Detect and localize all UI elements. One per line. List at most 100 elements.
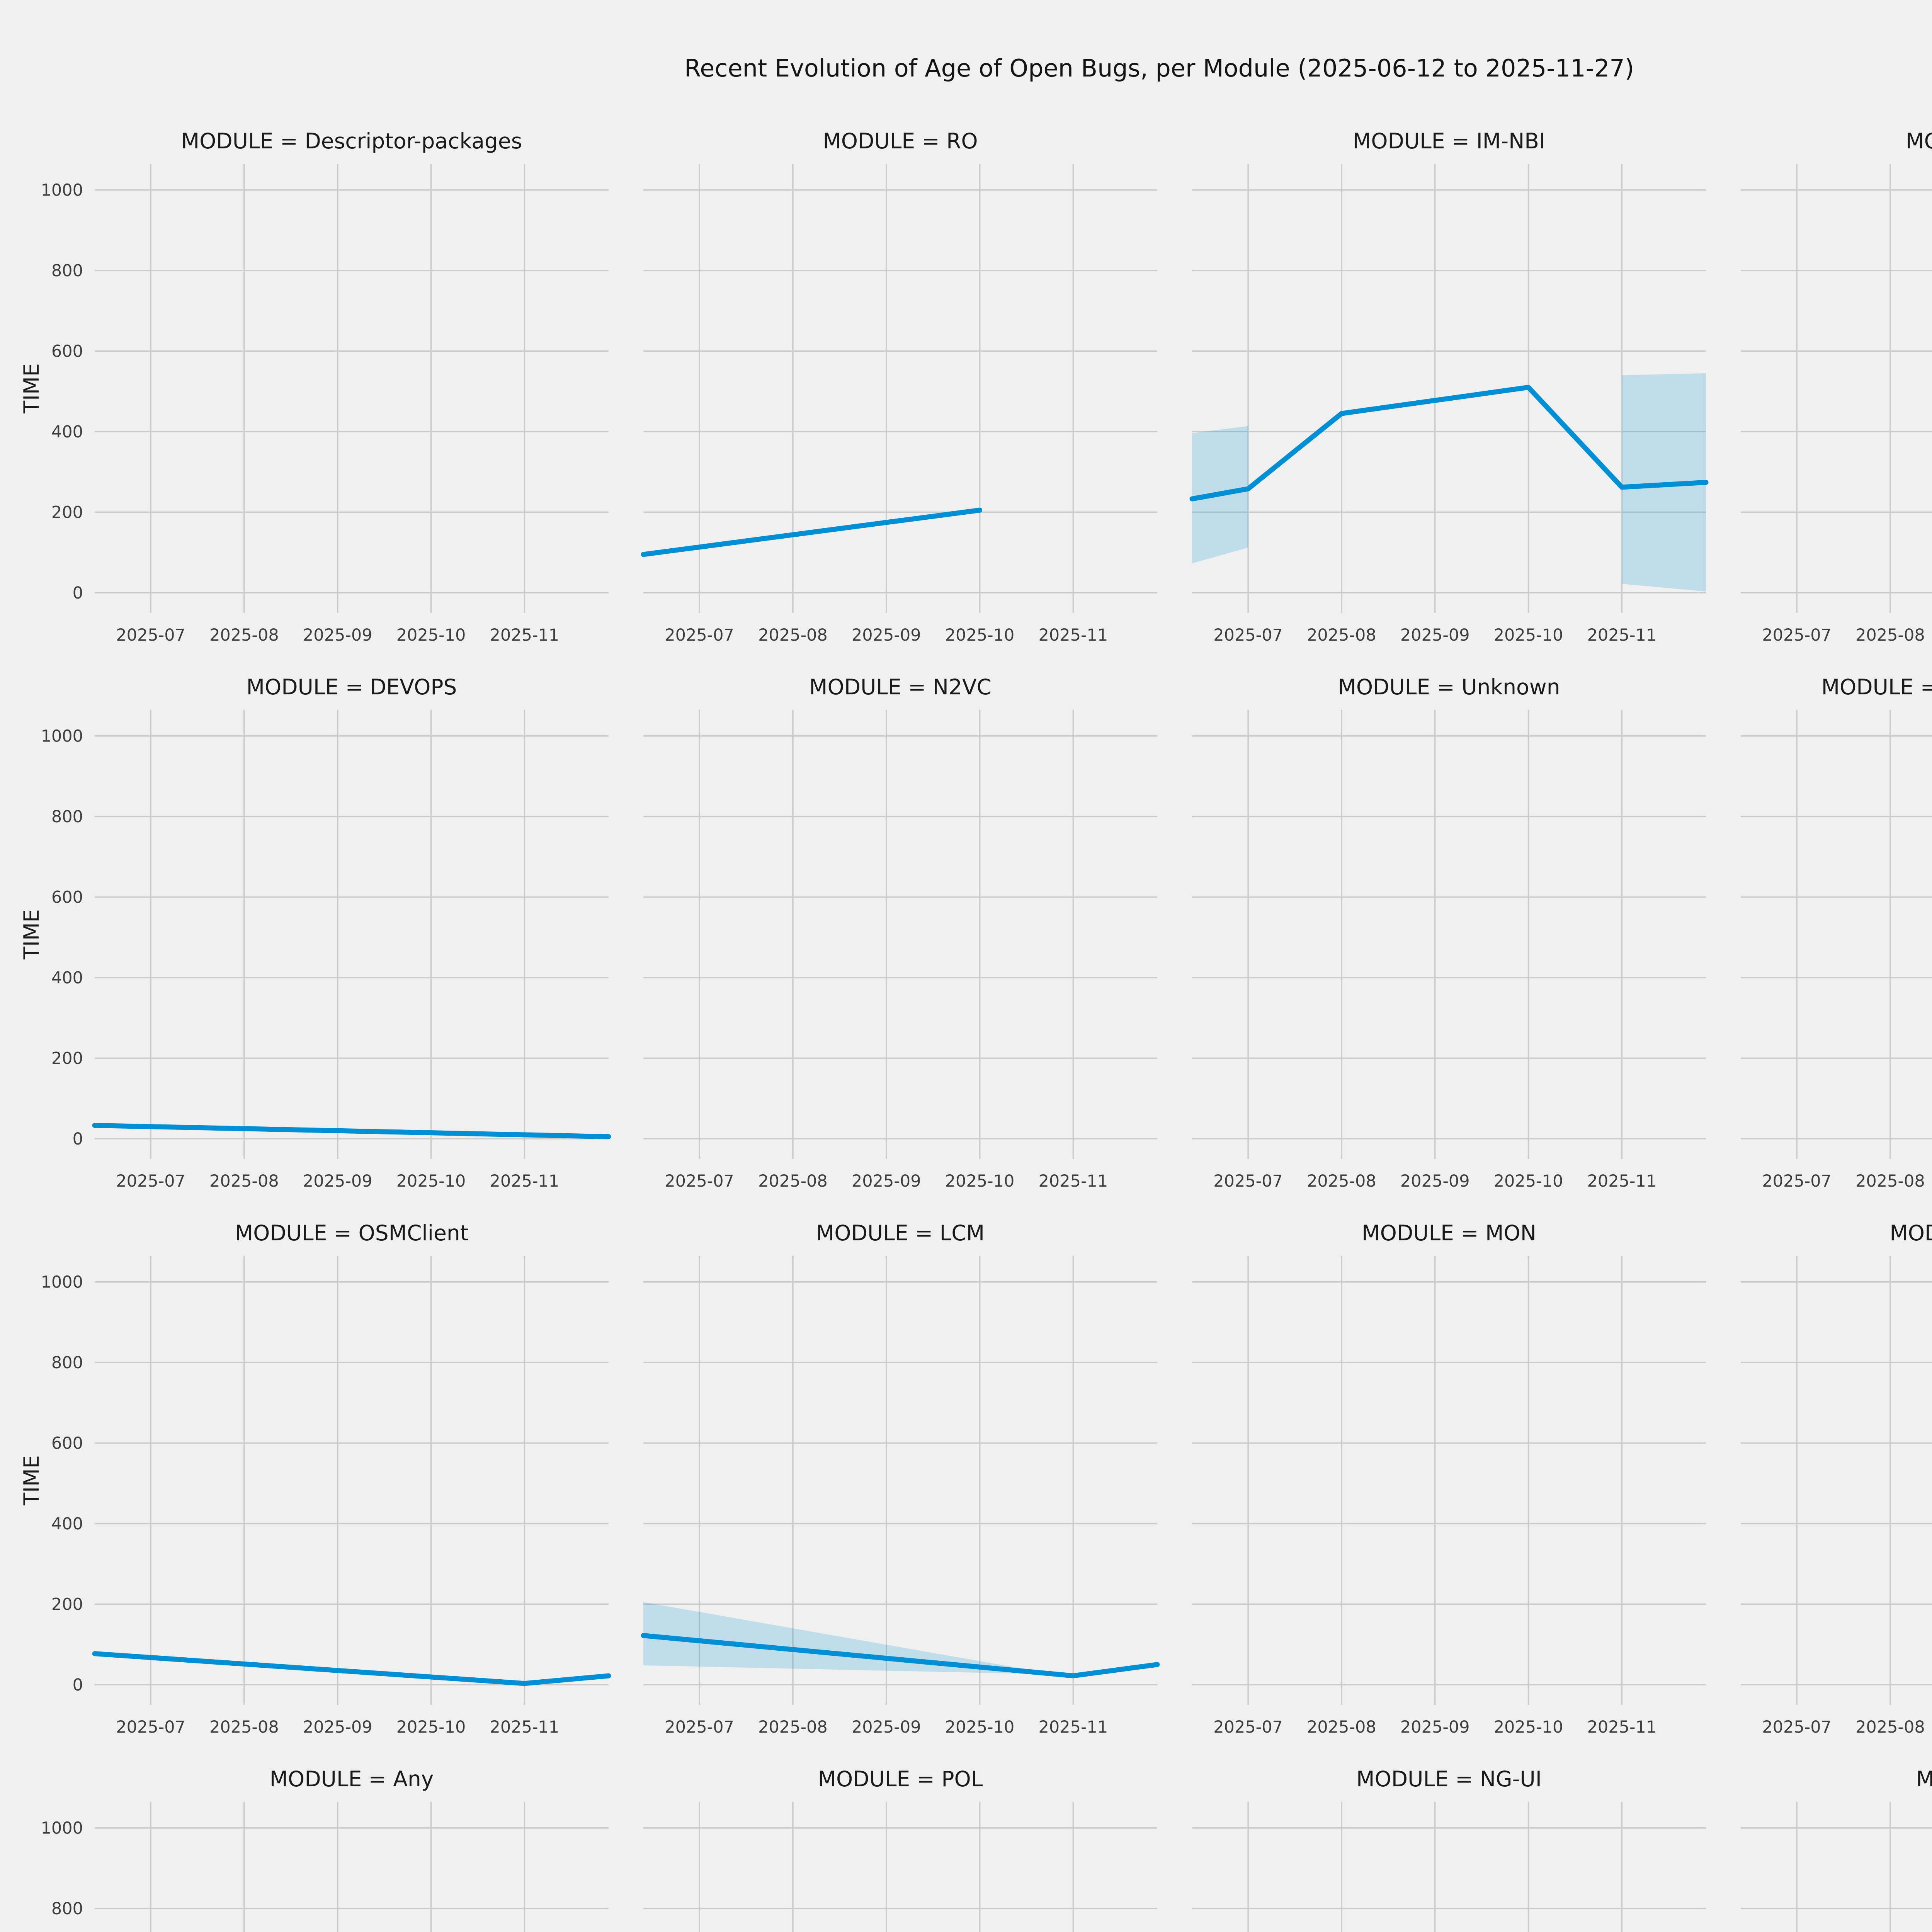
confidence-band xyxy=(643,1602,1045,1674)
figure-title: Recent Evolution of Age of Open Bugs, pe… xyxy=(684,54,1634,82)
facet-MON: MODULE = MON 2025-07 2025-08 2025-09 2025-10… xyxy=(1177,1219,1721,1749)
y-tick-label: 1000 xyxy=(41,1273,83,1292)
facet-row: MODULE = DEVOPS 2025-07 2025-08 2025-09 2025… xyxy=(17,673,1932,1203)
facet-title: MODULE = Other xyxy=(1906,129,1932,153)
trend-line xyxy=(92,1123,611,1139)
y-tick-label: 800 xyxy=(51,1899,83,1918)
x-tick-label: 2025-11 xyxy=(1039,1172,1108,1191)
facet-NG-UI: MODULE = NG-UI 2025-072025-082025-092025-… xyxy=(1177,1765,1721,1932)
x-tick-label: 2025-09 xyxy=(852,626,921,645)
facet-plot: 2025-07 2025-08 2025-09 2025-10 2025-11 xyxy=(1192,1256,1706,1737)
y-tick-label: 600 xyxy=(51,1434,83,1453)
y-tick-label: 0 xyxy=(73,1129,83,1149)
facet-Other: MODULE = Other2025-072025-082025-092025-… xyxy=(1725,127,1932,657)
x-tick-label: 2025-11 xyxy=(1587,1718,1657,1737)
facet-title: MODULE = Descriptor-packages xyxy=(181,129,522,153)
y-tick-label: 800 xyxy=(51,807,83,827)
facet-title: MODULE = Unknown xyxy=(1338,675,1560,699)
facet-title: MODULE = RO xyxy=(823,129,978,153)
x-tick-label: 2025-09 xyxy=(303,1172,372,1191)
x-tick-label: 2025-09 xyxy=(1400,1172,1470,1191)
x-tick-label: 2025-10 xyxy=(945,626,1015,645)
facet-title: MODULE = common xyxy=(1889,1221,1932,1245)
trend-line xyxy=(1189,384,1709,502)
facet-common: MODULE = common2025-072025-082025-092025… xyxy=(1725,1219,1932,1749)
facet-title: MODULE = POL xyxy=(818,1767,983,1791)
y-tick-label: 200 xyxy=(51,1049,83,1068)
y-tick-label: 200 xyxy=(51,1595,83,1614)
y-tick-label: 600 xyxy=(51,888,83,907)
trend-line xyxy=(92,1651,611,1686)
facet-row: MODULE = Descriptor-packages 2025-07 2025-… xyxy=(17,127,1932,657)
x-tick-label: 2025-10 xyxy=(396,1718,466,1737)
x-tick-label: 2025-08 xyxy=(1855,1172,1925,1191)
x-tick-label: 2025-07 xyxy=(116,626,185,645)
x-tick-label: 2025-09 xyxy=(303,626,372,645)
x-tick-label: 2025-10 xyxy=(945,1718,1015,1737)
facet-plot: 2025-072025-082025-092025-102025-1102004… xyxy=(41,1802,609,1932)
x-tick-label: 2025-07 xyxy=(1762,1172,1832,1191)
x-tick-label: 2025-07 xyxy=(116,1172,185,1191)
y-tick-label: 1000 xyxy=(41,727,83,746)
facet-grid: MODULE = Descriptor-packages 2025-07 2025-… xyxy=(17,127,1932,1932)
x-tick-label: 2025-09 xyxy=(1400,626,1470,645)
x-tick-label: 2025-07 xyxy=(665,1172,734,1191)
facet-POL: MODULE = POL 2025-072025-082025-092025-10… xyxy=(628,1765,1173,1932)
facet-OSMClient: MODULE = OSMClient 2025-07 2025-08 2025-09 2… xyxy=(17,1219,624,1749)
facet-N2VC: MODULE = N2VC 2025-07 2025-08 2025-09 2025-1… xyxy=(628,673,1173,1203)
facet-Unknown: MODULE = Unknown 2025-07 2025-08 2025-09 202… xyxy=(1177,673,1721,1203)
y-tick-label: 200 xyxy=(51,503,83,522)
x-tick-label: 2025-11 xyxy=(1587,1172,1657,1191)
facet-title: MODULE = NG-UI xyxy=(1356,1767,1542,1791)
facet-RO: MODULE = RO 2025-07 2025-08 2025-09 2025-10 2… xyxy=(628,127,1173,657)
facet-LCM: MODULE = LCM 2025-07 2025-08 2025-09 2025-10… xyxy=(628,1219,1173,1749)
y-tick-label: 400 xyxy=(51,1514,83,1534)
trend-line xyxy=(641,1633,1160,1679)
x-tick-label: 2025-11 xyxy=(490,626,560,645)
facet-PLA: MODULE = PLA 2025-072025-082025-092025-10… xyxy=(1725,1765,1932,1932)
x-tick-label: 2025-07 xyxy=(665,1718,734,1737)
x-tick-label: 2025-11 xyxy=(1587,626,1657,645)
x-tick-label: 2025-08 xyxy=(758,1172,828,1191)
facet-Any: MODULE = Any 2025-072025-082025-092025-10… xyxy=(17,1765,624,1932)
x-tick-label: 2025-08 xyxy=(1307,626,1376,645)
facet-Descriptor-packages: MODULE = Descriptor-packages 2025-07 2025-… xyxy=(17,127,624,657)
x-tick-label: 2025-07 xyxy=(1762,1718,1832,1737)
x-tick-label: 2025-08 xyxy=(209,1172,279,1191)
y-tick-label: 0 xyxy=(73,1675,83,1695)
facet-IM-NBI: MODULE = IM-NBI 2025-07 2025-08 2025-09 2025… xyxy=(1177,127,1721,657)
y-tick-label: 400 xyxy=(51,968,83,988)
x-tick-label: 2025-08 xyxy=(209,626,279,645)
facet-Documentation / Wiki: MODULE = Documentation / Wiki 2025-07 2025… xyxy=(1725,673,1932,1203)
x-tick-label: 2025-07 xyxy=(1213,1718,1283,1737)
y-tick-label: 0 xyxy=(73,583,83,603)
x-tick-label: 2025-07 xyxy=(665,626,734,645)
facet-DEVOPS: MODULE = DEVOPS 2025-07 2025-08 2025-09 2025… xyxy=(17,673,624,1203)
x-tick-label: 2025-11 xyxy=(490,1718,560,1737)
facet-title: MODULE = Any xyxy=(269,1767,434,1791)
x-tick-label: 2025-07 xyxy=(1213,1172,1283,1191)
x-tick-label: 2025-11 xyxy=(1039,626,1108,645)
x-tick-label: 2025-10 xyxy=(945,1172,1015,1191)
x-tick-label: 2025-09 xyxy=(1400,1718,1470,1737)
x-tick-label: 2025-10 xyxy=(1494,1718,1563,1737)
y-axis-label: TIME xyxy=(19,363,44,414)
x-tick-label: 2025-10 xyxy=(1494,626,1563,645)
facet-row: MODULE = Any 2025-072025-082025-092025-10… xyxy=(17,1765,1932,1932)
x-tick-label: 2025-08 xyxy=(1307,1718,1376,1737)
y-tick-label: 1000 xyxy=(41,181,83,200)
x-tick-label: 2025-07 xyxy=(1213,626,1283,645)
y-tick-label: 1000 xyxy=(41,1819,83,1838)
y-axis-label: TIME xyxy=(19,909,44,960)
facet-row: MODULE = OSMClient 2025-07 2025-08 2025-09 2… xyxy=(17,1219,1932,1749)
